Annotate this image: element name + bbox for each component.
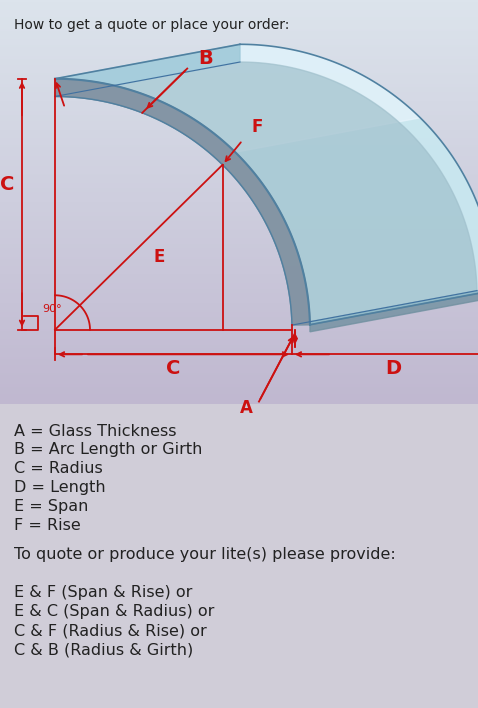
- Text: C: C: [0, 175, 14, 194]
- Text: B: B: [198, 50, 213, 68]
- Text: E & C (Span & Radius) or: E & C (Span & Radius) or: [14, 604, 214, 620]
- Text: C & B (Radius & Girth): C & B (Radius & Girth): [14, 642, 193, 657]
- Text: C = Radius: C = Radius: [14, 462, 103, 476]
- Polygon shape: [55, 62, 477, 325]
- Text: E: E: [153, 248, 165, 266]
- Text: F = Rise: F = Rise: [14, 518, 81, 533]
- Polygon shape: [55, 45, 240, 96]
- Text: E = Span: E = Span: [14, 499, 88, 515]
- Polygon shape: [292, 290, 478, 325]
- Text: E & F (Span & Rise) or: E & F (Span & Rise) or: [14, 586, 192, 600]
- Text: C: C: [166, 359, 181, 377]
- Polygon shape: [55, 45, 420, 152]
- Text: D = Length: D = Length: [14, 481, 106, 496]
- Text: B = Arc Length or Girth: B = Arc Length or Girth: [14, 442, 202, 457]
- Text: A: A: [239, 399, 252, 418]
- Text: F: F: [252, 118, 263, 137]
- Text: D: D: [385, 359, 402, 377]
- Polygon shape: [310, 290, 478, 332]
- Text: How to get a quote or place your order:: How to get a quote or place your order:: [14, 18, 290, 32]
- Text: A = Glass Thickness: A = Glass Thickness: [14, 423, 176, 438]
- Text: To quote or produce your lite(s) please provide:: To quote or produce your lite(s) please …: [14, 547, 396, 562]
- Polygon shape: [55, 79, 310, 325]
- Text: 90°: 90°: [42, 304, 62, 314]
- Text: C & F (Radius & Rise) or: C & F (Radius & Rise) or: [14, 623, 207, 638]
- Polygon shape: [55, 45, 478, 325]
